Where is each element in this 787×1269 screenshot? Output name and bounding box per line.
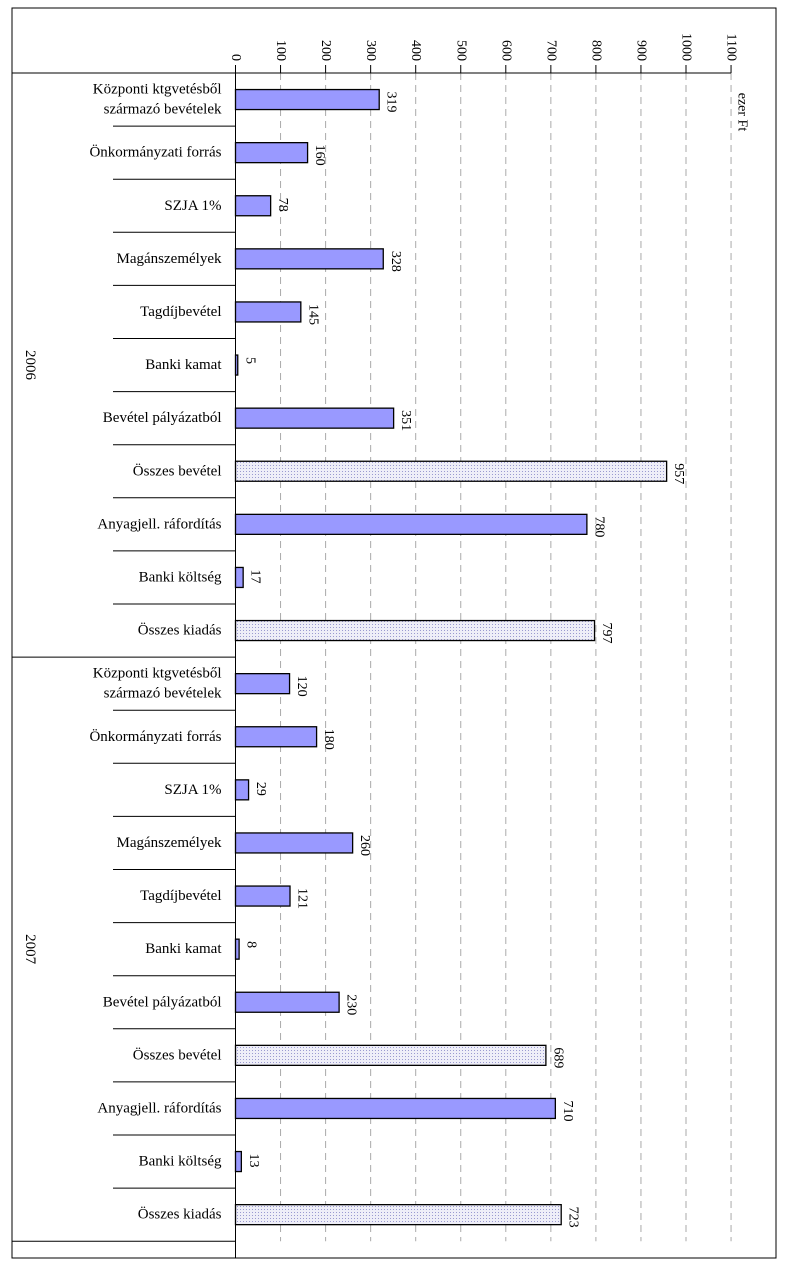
- category-label: Anyagjell. ráfordítás: [97, 1100, 221, 1116]
- value-label: 121: [295, 888, 310, 909]
- x-tick-label: 300: [363, 40, 378, 61]
- bar: [234, 354, 239, 376]
- x-tick-label: 200: [318, 40, 333, 61]
- bar: [234, 195, 272, 217]
- value-label: 13: [246, 1154, 261, 1168]
- bar: [234, 566, 244, 589]
- category-label: származó bevételek: [104, 102, 222, 118]
- category-label: Önkormányzati forrás: [89, 144, 221, 161]
- value-label: 260: [357, 835, 372, 856]
- total-bar: [234, 619, 596, 642]
- category-label: Banki kamat: [145, 357, 222, 373]
- x-tick-label: 0: [228, 54, 243, 61]
- x-tick-label: 600: [498, 40, 513, 61]
- category-label: Bevétel pályázatból: [103, 410, 222, 426]
- bar: [234, 673, 291, 695]
- bar: [234, 301, 302, 323]
- axes: 0 100 200 300 400 500 600 700 800 900 1000 1100 ezer…: [12, 33, 750, 1258]
- x-tick-label: 900: [633, 40, 648, 61]
- category-label: Banki költség: [139, 569, 222, 585]
- bar: [234, 885, 291, 907]
- category-label: Bevétel pályázatból: [103, 994, 222, 1010]
- bar: [234, 407, 395, 429]
- value-label: 78: [275, 198, 290, 212]
- category-label: Tagdíjbevétel: [140, 304, 221, 320]
- category-label: Központi ktgvetésből: [93, 82, 222, 98]
- category-label: Banki kamat: [145, 941, 222, 957]
- value-label: 5: [242, 357, 257, 364]
- value-label: 723: [566, 1207, 581, 1228]
- x-tick-label: 1000: [679, 33, 694, 61]
- bar: [234, 991, 340, 1013]
- bar: [234, 88, 380, 111]
- x-tick-label: 800: [588, 40, 603, 61]
- value-label: 160: [312, 145, 327, 166]
- category-label: Tagdíjbevétel: [140, 888, 221, 904]
- value-label: 319: [384, 92, 399, 113]
- bar: [234, 141, 309, 164]
- value-label: 957: [671, 463, 686, 484]
- category-label: Összes kiadás: [138, 622, 222, 639]
- category-label: SZJA 1%: [164, 198, 221, 214]
- bar: [234, 779, 250, 801]
- x-tick-label: 700: [543, 40, 558, 61]
- value-label: 710: [560, 1100, 575, 1121]
- category-label: származó bevételek: [104, 686, 222, 702]
- category-label: SZJA 1%: [164, 782, 221, 798]
- value-label: 797: [599, 623, 614, 644]
- bar: [234, 248, 384, 270]
- value-label: 180: [321, 729, 336, 750]
- total-bar: [234, 1044, 547, 1066]
- category-labels: Központi ktgvetésből származó bevételek Ön…: [22, 82, 222, 1223]
- value-label: 780: [591, 516, 606, 537]
- category-label: Önkormányzati forrás: [89, 728, 221, 745]
- bar: [234, 938, 240, 960]
- category-label: Összes bevétel: [133, 462, 222, 479]
- category-label: Összes kiadás: [138, 1206, 222, 1223]
- value-labels: 319 160 78 328 145 5 351 957 780 17 797 120 180 29 260…: [242, 92, 686, 1228]
- category-label: Banki költség: [139, 1154, 222, 1170]
- category-label: Központi ktgvetésből: [93, 666, 222, 682]
- category-label: Összes bevétel: [133, 1046, 222, 1063]
- unit-label: ezer Ft: [735, 93, 750, 132]
- bar: [234, 726, 318, 748]
- value-label: 351: [398, 410, 413, 431]
- bar: [234, 832, 354, 854]
- x-tick-label: 100: [273, 40, 288, 61]
- bars: [234, 88, 668, 1226]
- total-bar: [234, 460, 668, 482]
- category-label: Anyagjell. ráfordítás: [97, 516, 221, 532]
- x-tick-label: 400: [408, 40, 423, 61]
- value-label: 230: [344, 994, 359, 1015]
- value-label: 29: [253, 782, 268, 796]
- group-label: 2007: [22, 934, 38, 965]
- category-label: Magánszemélyek: [117, 251, 222, 267]
- bar: [234, 1097, 557, 1120]
- value-label: 8: [244, 941, 259, 948]
- bar: [234, 1150, 243, 1173]
- value-label: 689: [550, 1047, 565, 1068]
- category-label: Magánszemélyek: [117, 835, 222, 851]
- x-tick-label: 500: [453, 40, 468, 61]
- bar: [234, 513, 588, 535]
- value-label: 120: [294, 676, 309, 697]
- value-label: 328: [388, 251, 403, 272]
- group-label: 2006: [22, 350, 38, 381]
- x-tick-label: 1100: [724, 34, 739, 61]
- value-label: 145: [305, 304, 320, 325]
- value-label: 17: [248, 569, 263, 583]
- total-bar: [234, 1204, 562, 1226]
